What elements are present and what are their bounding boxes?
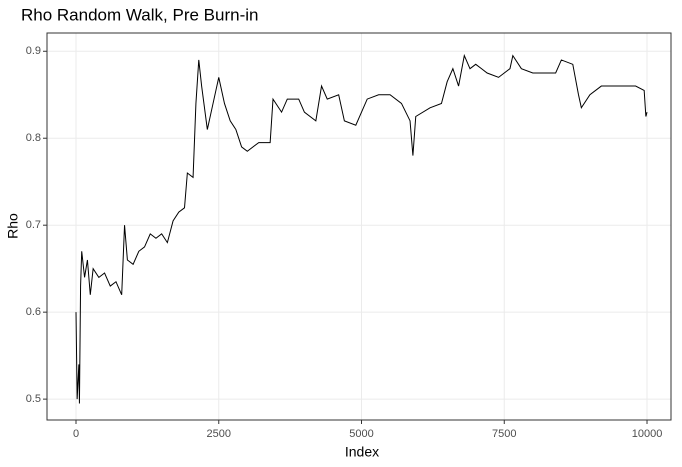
x-tick-label: 0 (73, 428, 79, 440)
y-tick-label: 0.7 (26, 219, 41, 231)
x-tick-label: 7500 (492, 428, 516, 440)
x-axis-label: Index (345, 444, 379, 460)
x-tick-label: 2500 (207, 428, 231, 440)
x-tick-label: 5000 (349, 428, 373, 440)
chart-title: Rho Random Walk, Pre Burn-in (21, 5, 258, 24)
line (75, 53, 648, 404)
y-tick-label: 0.8 (26, 132, 41, 144)
panel-border (46, 32, 672, 421)
y-tick-label: 0.9 (26, 45, 41, 57)
y-axis-label: Rho (5, 213, 21, 239)
x-tick-label: 10000 (632, 428, 663, 440)
y-tick-label: 0.6 (26, 306, 41, 318)
y-tick-label: 0.5 (26, 393, 41, 405)
